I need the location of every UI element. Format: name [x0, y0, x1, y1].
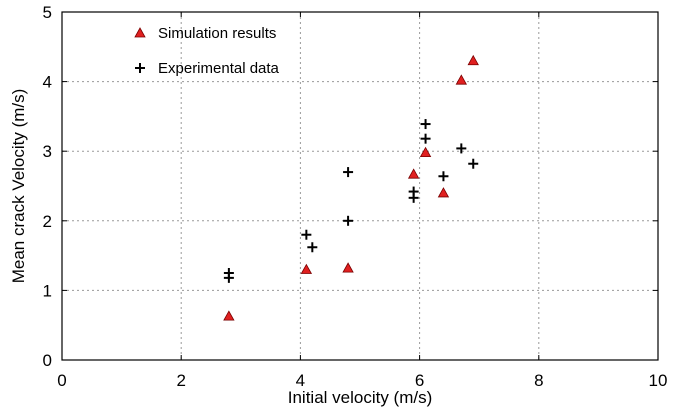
experimental-point [420, 133, 431, 144]
simulation-point [437, 187, 450, 198]
simulation-point [223, 310, 235, 321]
simulation-point [455, 74, 467, 85]
simulation-point [419, 146, 432, 157]
simulation-point [467, 54, 479, 66]
experimental-point [420, 119, 431, 130]
experimental-point [456, 143, 467, 154]
y-axis-label: Mean crack Velocity (m/s) [9, 89, 28, 284]
legend-label-simulation: Simulation results [158, 25, 276, 42]
axis-ticks: 0 2 4 6 8 10 0 1 2 3 4 5 [43, 3, 668, 390]
y-tick-label: 2 [43, 212, 52, 231]
experimental-point [408, 192, 419, 203]
y-tick-label: 5 [43, 3, 52, 22]
experimental-point [438, 171, 449, 182]
plot-area [62, 12, 658, 360]
experimental-point [307, 242, 318, 253]
grid-lines [62, 12, 658, 360]
simulation-point [407, 168, 420, 179]
legend: Simulation results Experimental data [134, 25, 280, 77]
x-tick-label: 4 [296, 371, 305, 390]
experimental-point [343, 167, 354, 178]
plot-frame [61, 11, 659, 361]
legend-label-experimental: Experimental data [158, 60, 280, 77]
y-tick-label: 3 [43, 142, 52, 161]
y-tick-label: 1 [43, 281, 52, 300]
experimental-point [343, 215, 354, 226]
experimental-point [468, 158, 479, 169]
simulation-point [342, 262, 354, 273]
data-marks [223, 54, 479, 321]
legend-marker-simulation [134, 27, 146, 38]
x-axis-label: Initial velocity (m/s) [288, 388, 433, 407]
y-tick-label: 4 [43, 73, 52, 92]
y-tick-label: 0 [43, 351, 52, 370]
experimental-point [301, 229, 312, 240]
x-tick-label: 0 [57, 371, 66, 390]
simulation-point [300, 263, 313, 274]
x-tick-label: 8 [534, 371, 543, 390]
x-tick-label: 6 [415, 371, 424, 390]
experimental-point [223, 272, 234, 283]
x-tick-label: 10 [649, 371, 668, 390]
x-tick-label: 2 [176, 371, 185, 390]
legend-marker-experimental [135, 63, 145, 73]
